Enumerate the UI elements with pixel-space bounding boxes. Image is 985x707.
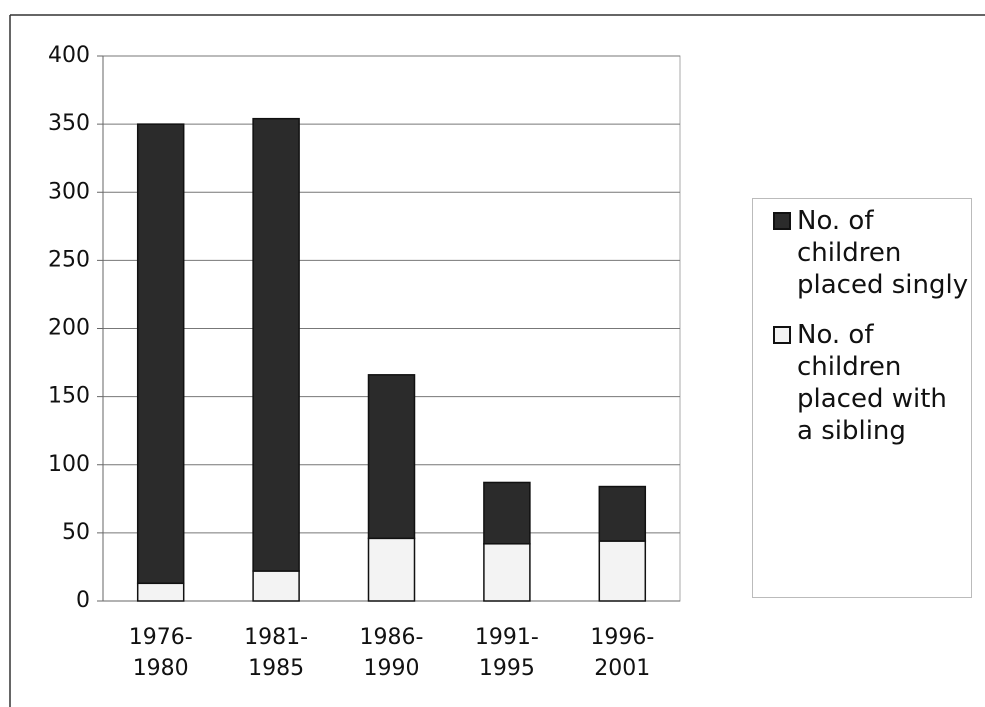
legend-item: No. of children placed singly xyxy=(773,205,971,301)
bar-segment xyxy=(367,537,416,602)
bar-segment xyxy=(367,374,416,540)
y-tick-label: 150 xyxy=(48,384,90,409)
x-tick-label: 1996-2001 xyxy=(590,625,654,681)
bar-segment xyxy=(252,570,300,602)
legend: No. of children placed singly No. of chil… xyxy=(752,198,972,598)
legend-label: No. of children placed singly xyxy=(797,206,969,300)
y-tick-label: 0 xyxy=(76,588,90,613)
y-tick-label: 300 xyxy=(48,179,90,204)
bar-segment xyxy=(598,485,647,542)
legend-swatch xyxy=(773,212,791,230)
y-tick-label: 250 xyxy=(48,247,90,272)
bar-segment xyxy=(252,117,300,572)
legend-swatch xyxy=(773,326,791,344)
x-tick-label: 1986-1990 xyxy=(360,625,424,681)
bar-segment xyxy=(136,582,185,602)
x-tick-label: 1981-1985 xyxy=(244,625,308,681)
y-tick-label: 100 xyxy=(48,452,90,477)
y-tick-label: 400 xyxy=(48,43,90,68)
y-tick-label: 200 xyxy=(48,316,90,341)
x-tick-label: 1976-1980 xyxy=(129,625,193,681)
bar-segment xyxy=(136,123,185,585)
bar-segment xyxy=(598,540,647,602)
x-tick-label: 1991-1995 xyxy=(475,625,539,681)
legend-label: No. of children placed with a sibling xyxy=(797,320,947,446)
bar-segment xyxy=(483,481,531,545)
bar-segment xyxy=(483,543,531,602)
y-tick-label: 350 xyxy=(48,111,90,136)
y-tick-label: 50 xyxy=(62,520,90,545)
legend-item: No. of children placed with a sibling xyxy=(773,319,971,447)
